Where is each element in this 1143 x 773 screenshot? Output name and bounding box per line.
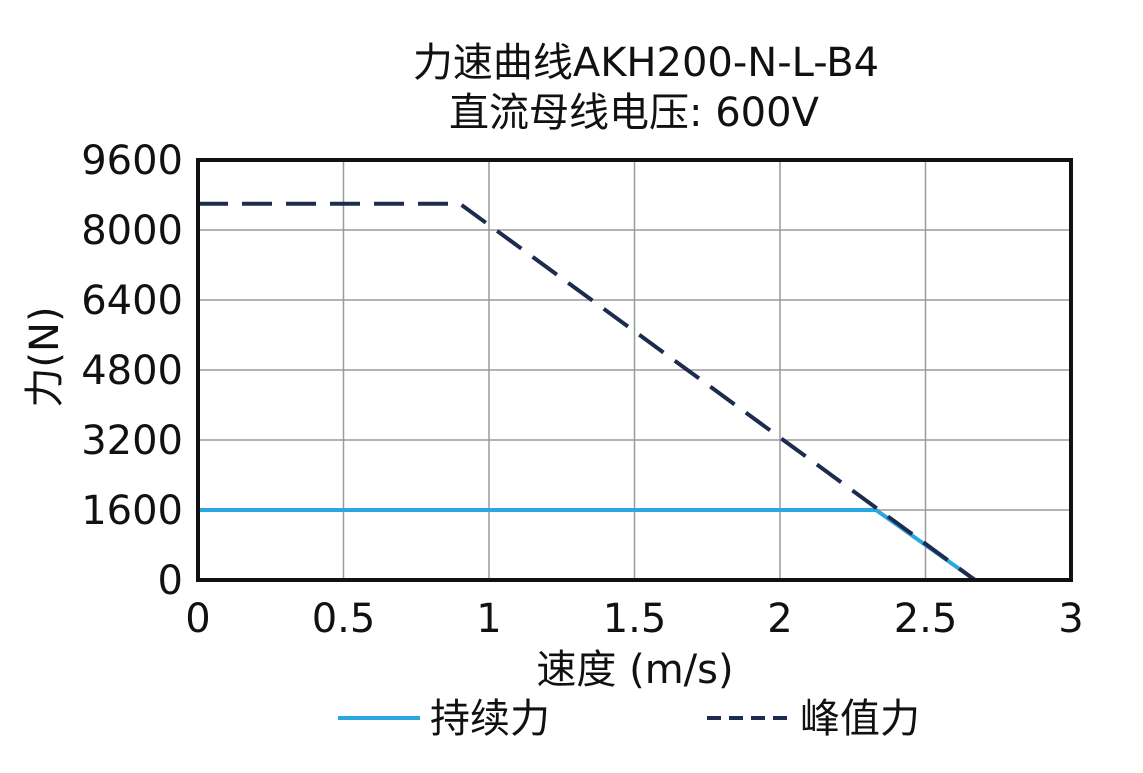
- y-tick-label: 9600: [81, 138, 183, 184]
- chart-subtitle: 直流母线电压: 600V: [449, 90, 820, 136]
- grid-lines: [197, 159, 1072, 581]
- y-tick-label: 6400: [81, 278, 183, 324]
- tick-labels: 0 0.5 1 1.5 2 2.5 3 0 1600 3200 4800 6400 8000 9600: [81, 138, 1084, 642]
- continuous-force-line: [198, 508, 977, 582]
- y-tick-label: 0: [158, 558, 183, 604]
- chart-title: 力速曲线AKH200-N-L-B4: [413, 40, 879, 86]
- y-axis-label: 力(N): [22, 306, 68, 407]
- x-tick-label: 0: [185, 596, 210, 642]
- x-tick-label: 1: [476, 596, 501, 642]
- x-tick-label: 0.5: [312, 596, 376, 642]
- legend-item-peak: 峰值力: [707, 696, 920, 742]
- y-tick-label: 3200: [81, 418, 183, 464]
- series-layer: [197, 201, 977, 582]
- plot-frame: [196, 158, 1073, 582]
- x-tick-label: 2: [767, 596, 792, 642]
- legend-label: 峰值力: [800, 696, 920, 742]
- x-tick-label: 1.5: [603, 596, 667, 642]
- x-axis-label: 速度 (m/s): [536, 647, 733, 693]
- legend-item-continuous: 持续力: [338, 696, 550, 742]
- x-tick-label: 2.5: [894, 596, 958, 642]
- legend-label: 持续力: [430, 696, 550, 742]
- peak-force-line: [198, 201, 977, 582]
- y-tick-label: 4800: [81, 348, 183, 394]
- legend: 持续力 峰值力: [338, 696, 920, 742]
- x-tick-label: 3: [1058, 596, 1083, 642]
- y-tick-label: 1600: [81, 488, 183, 534]
- y-tick-label: 8000: [81, 208, 183, 254]
